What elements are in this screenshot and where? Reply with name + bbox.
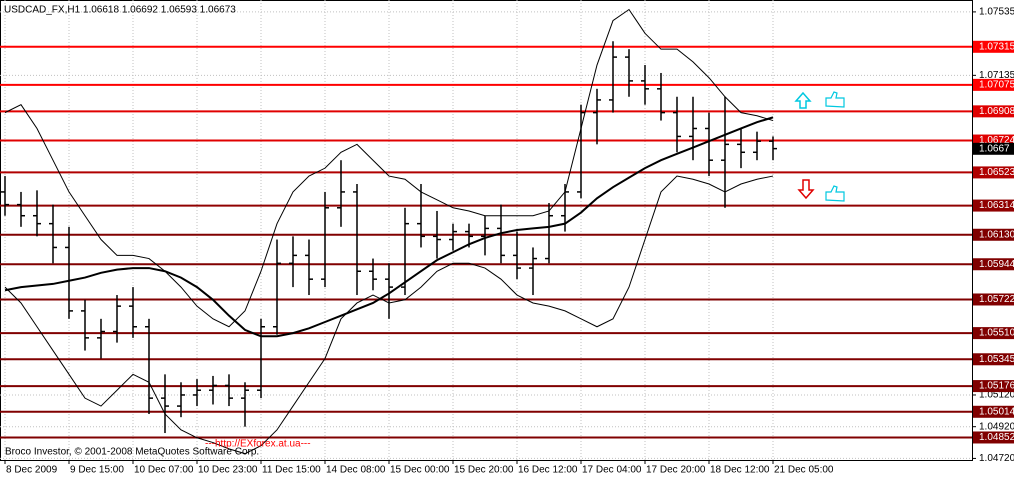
x-tick-label: 10 Dec 23:00 (198, 465, 258, 476)
level-label: 1.04852 (979, 432, 1014, 443)
x-tick-label: 18 Dec 12:00 (710, 465, 770, 476)
level-label: 1.06908 (979, 106, 1014, 117)
level-label-box (973, 293, 1014, 306)
level-label-box (973, 380, 1014, 393)
level-label: 1.05014 (979, 406, 1014, 417)
level-label-box (973, 327, 1014, 340)
chart-title: USDCAD_FX,H1 1.06618 1.06692 1.06593 1.0… (4, 5, 236, 16)
level-label-box (973, 78, 1014, 91)
signal-down (797, 179, 845, 202)
x-tick-label: 11 Dec 15:00 (262, 465, 321, 476)
price-marker-box (973, 142, 1014, 155)
x-tick-label: 17 Dec 20:00 (646, 465, 706, 476)
level-label-box (973, 228, 1014, 241)
price-marker-label: 1.0667 (979, 143, 1010, 154)
down-arrow (797, 179, 815, 200)
up-arrow (794, 91, 812, 109)
level-label: 1.05345 (979, 354, 1014, 365)
y-tick-label: 1.07135 (979, 70, 1014, 81)
x-tick-label: 14 Dec 08:00 (326, 465, 386, 476)
x-tick-label: 15 Dec 00:00 (390, 465, 450, 476)
x-tick-label: 9 Dec 15:00 (70, 465, 124, 476)
level-label: 1.06724 (979, 135, 1014, 146)
level-label-box (973, 431, 1014, 444)
level-label: 1.05944 (979, 259, 1014, 270)
level-label-box (973, 405, 1014, 418)
level-label-box (973, 199, 1014, 212)
x-tick-label: 10 Dec 07:00 (134, 465, 194, 476)
level-label-box (973, 166, 1014, 179)
level-label-box (973, 353, 1014, 366)
level-label: 1.05722 (979, 294, 1014, 305)
level-label: 1.06314 (979, 200, 1014, 211)
x-tick-label: 16 Dec 12:00 (518, 465, 578, 476)
y-tick-label: 1.05120 (979, 390, 1014, 401)
plot-frame (0, 0, 973, 461)
y-tick-label: 1.07535 (979, 7, 1014, 18)
level-label: 1.05510 (979, 328, 1014, 339)
y-tick-label: 1.04920 (979, 421, 1014, 432)
x-tick-label: 17 Dec 04:00 (582, 465, 642, 476)
thumb-icon (825, 185, 845, 202)
level-label: 1.06130 (979, 229, 1014, 240)
band-line (4, 8, 774, 328)
x-tick-label: 8 Dec 2009 (6, 465, 58, 476)
x-tick-label: 21 Dec 05:00 (774, 465, 834, 476)
x-tick-label: 15 Dec 20:00 (454, 465, 514, 476)
level-label-box (973, 40, 1014, 53)
y-tick-label: 1.04720 (979, 453, 1014, 464)
level-label-box (973, 258, 1014, 271)
level-label: 1.07315 (979, 41, 1014, 52)
copyright: Broco Investor, © 2001-2008 MetaQuotes S… (5, 447, 259, 458)
level-label-box (973, 105, 1014, 118)
level-label: 1.07075 (979, 80, 1014, 91)
level-label: 1.06523 (979, 167, 1014, 178)
url-note: ---http://EXforex.at.ua--- (205, 439, 311, 450)
signal-up (794, 91, 845, 109)
level-label: 1.05176 (979, 381, 1014, 392)
thumb-icon (825, 91, 845, 108)
